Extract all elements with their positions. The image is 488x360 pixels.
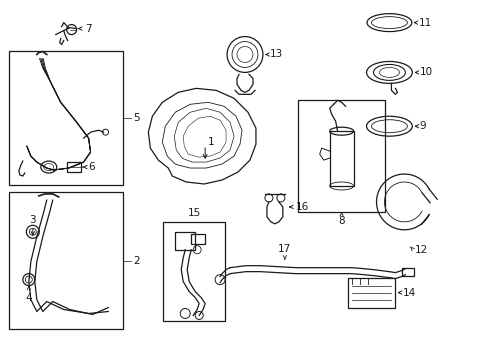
- Bar: [191, 234, 205, 244]
- Bar: [347, 278, 395, 307]
- Text: 9: 9: [419, 121, 425, 131]
- Text: 17: 17: [278, 244, 291, 254]
- Text: 4: 4: [25, 293, 32, 302]
- Text: 2: 2: [133, 256, 140, 266]
- Text: 3: 3: [29, 215, 36, 225]
- Text: 12: 12: [413, 245, 427, 255]
- Text: 6: 6: [88, 162, 95, 172]
- Text: 14: 14: [402, 288, 415, 298]
- Text: 1: 1: [208, 137, 214, 147]
- Bar: [66, 162, 81, 172]
- Text: 13: 13: [269, 49, 283, 59]
- Text: 7: 7: [84, 24, 91, 33]
- Bar: [9, 50, 123, 185]
- Bar: [9, 192, 123, 329]
- Bar: [175, 232, 195, 250]
- Bar: [297, 100, 385, 212]
- Text: 11: 11: [417, 18, 431, 28]
- Text: 10: 10: [419, 67, 431, 77]
- Bar: [329, 131, 353, 186]
- Bar: [163, 222, 224, 321]
- Text: 16: 16: [295, 202, 308, 212]
- Text: 5: 5: [133, 113, 140, 123]
- Text: 15: 15: [187, 208, 201, 218]
- Text: 8: 8: [338, 216, 344, 226]
- Bar: [402, 268, 413, 276]
